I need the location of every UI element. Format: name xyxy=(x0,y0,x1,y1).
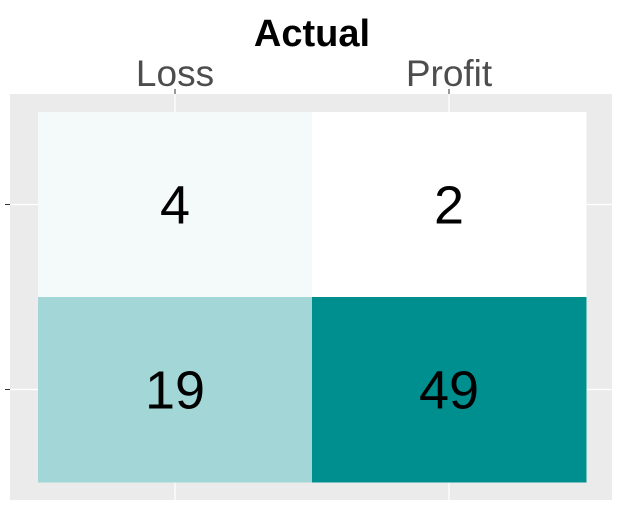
heatmap-cell xyxy=(312,112,587,298)
x-tick-label: Profit xyxy=(406,53,493,94)
heatmap-cells xyxy=(38,112,587,483)
axis-ticks xyxy=(5,89,450,390)
cell-value-label: 4 xyxy=(160,176,190,236)
x-tick-labels: Loss Profit xyxy=(136,53,493,94)
cell-value-label: 2 xyxy=(434,176,464,236)
cell-value-label: 49 xyxy=(419,361,479,421)
heatmap-cell xyxy=(312,297,587,483)
x-axis-title: Actual xyxy=(254,13,370,55)
x-tick-label: Loss xyxy=(136,53,214,94)
heatmap-cell xyxy=(38,297,313,483)
cell-value-label: 19 xyxy=(145,361,205,421)
heatmap-cell xyxy=(38,112,313,298)
cell-value-labels: 4 2 19 49 xyxy=(145,176,479,421)
